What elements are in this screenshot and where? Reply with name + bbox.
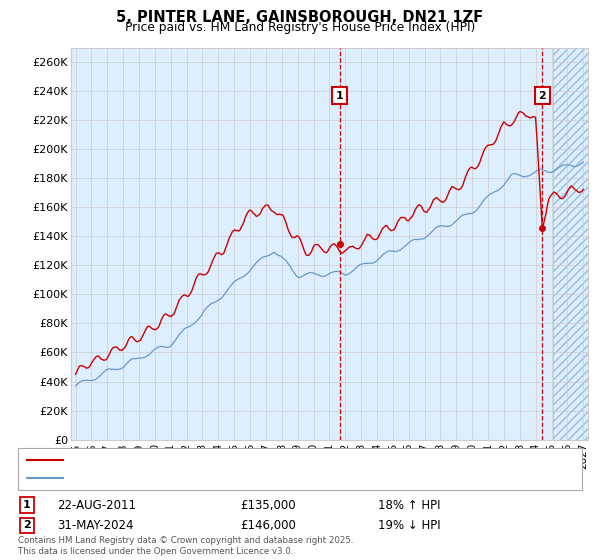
Bar: [553, 48, 588, 440]
Text: 1: 1: [23, 500, 31, 510]
Text: Contains HM Land Registry data © Crown copyright and database right 2025.: Contains HM Land Registry data © Crown c…: [18, 536, 353, 545]
Text: 5, PINTER LANE, GAINSBOROUGH, DN21 1ZF: 5, PINTER LANE, GAINSBOROUGH, DN21 1ZF: [116, 10, 484, 25]
Text: £135,000: £135,000: [240, 498, 296, 512]
Text: 18% ↑ HPI: 18% ↑ HPI: [378, 498, 440, 512]
Text: HPI: Average price, semi-detached house, West Lindsey: HPI: Average price, semi-detached house,…: [69, 473, 359, 483]
Text: 19% ↓ HPI: 19% ↓ HPI: [378, 519, 440, 532]
Text: 22-AUG-2011: 22-AUG-2011: [57, 498, 136, 512]
Text: 2: 2: [23, 520, 31, 530]
Text: 1: 1: [335, 91, 343, 100]
Text: 2: 2: [538, 91, 546, 100]
Text: 31-MAY-2024: 31-MAY-2024: [57, 519, 133, 532]
Text: This data is licensed under the Open Government Licence v3.0.: This data is licensed under the Open Gov…: [18, 547, 293, 556]
Text: 5, PINTER LANE, GAINSBOROUGH, DN21 1ZF (semi-detached house): 5, PINTER LANE, GAINSBOROUGH, DN21 1ZF (…: [69, 455, 425, 465]
Text: £146,000: £146,000: [240, 519, 296, 532]
Text: Price paid vs. HM Land Registry's House Price Index (HPI): Price paid vs. HM Land Registry's House …: [125, 21, 475, 34]
